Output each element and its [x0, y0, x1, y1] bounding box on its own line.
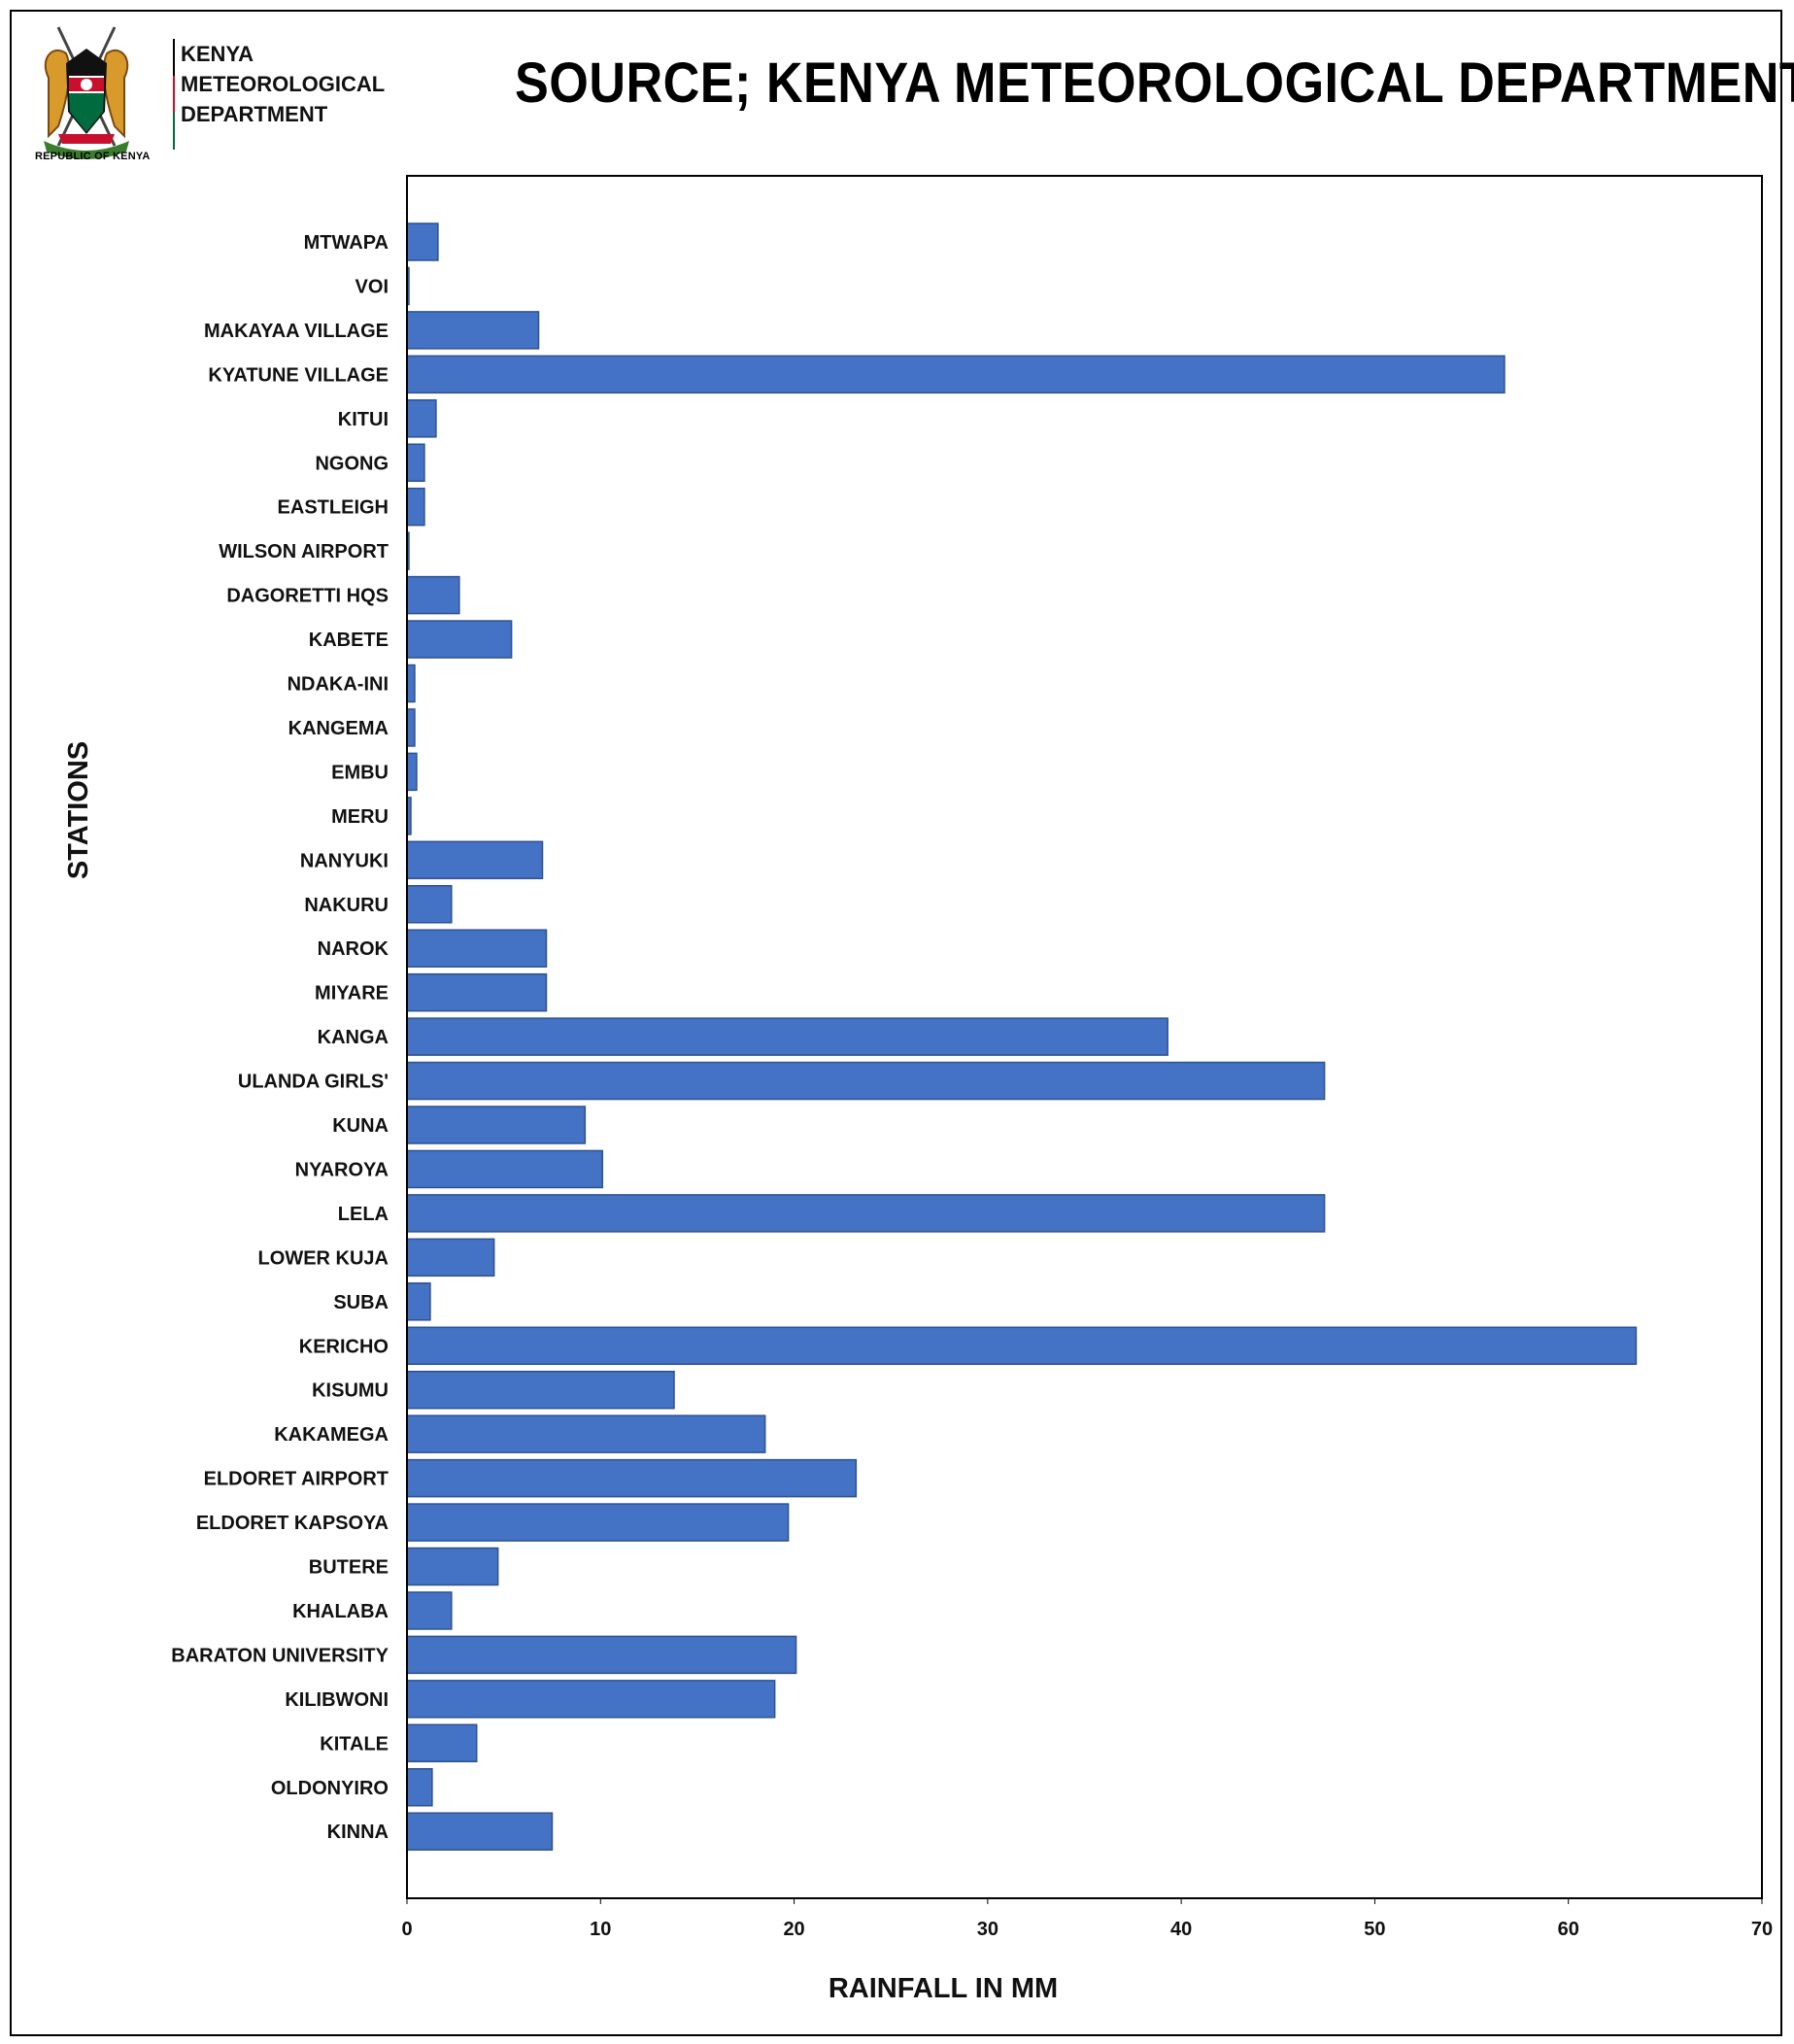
bar-group: [406, 222, 1638, 1851]
bar-kyatune-village: [406, 355, 1506, 394]
category-label: ULANDA GIRLS': [238, 1072, 389, 1093]
bar-kangema: [406, 708, 416, 747]
dept-line-1: KENYA: [181, 42, 254, 66]
category-label: KILIBWONI: [285, 1689, 389, 1711]
category-label: KERICHO: [299, 1336, 389, 1357]
category-label: KITUI: [338, 409, 389, 430]
category-label: KINNA: [327, 1822, 389, 1843]
category-label: LELA: [338, 1204, 389, 1225]
bar-miyare: [406, 972, 548, 1012]
bar-suba: [406, 1282, 431, 1321]
category-label: NAKURU: [304, 895, 389, 916]
bar-eldoret-kapsoya: [406, 1503, 790, 1542]
category-label: MAKAYAA VILLAGE: [204, 321, 389, 342]
figure-frame: [10, 10, 1782, 2036]
bar-butere: [406, 1547, 499, 1586]
bar-kinna: [406, 1812, 554, 1851]
category-label: WILSON AIRPORT: [219, 541, 389, 562]
bar-kisumu: [406, 1370, 675, 1410]
kenya-coat-of-arms-logo: [44, 26, 129, 159]
bar-kilibwoni: [406, 1680, 776, 1719]
category-label: MTWAPA: [304, 232, 389, 254]
category-label: KANGEMA: [288, 718, 389, 739]
bar-baraton-university: [406, 1635, 797, 1675]
category-label: VOI: [355, 276, 389, 297]
category-label: NAROK: [318, 938, 389, 960]
x-tick-label: 60: [1558, 1919, 1579, 1940]
x-tick-label: 40: [1170, 1919, 1192, 1940]
bar-nanyuki: [406, 840, 544, 880]
category-label: NDAKA-INI: [288, 674, 389, 696]
category-label: ELDORET AIRPORT: [204, 1469, 389, 1490]
x-tick-label: 0: [401, 1919, 412, 1940]
category-label: NGONG: [315, 453, 389, 474]
x-tick-group: 0 10 20 30 40 50 60 70: [401, 1898, 1773, 1940]
bar-eastleigh: [406, 487, 425, 527]
category-label: BUTERE: [309, 1557, 389, 1579]
x-tick-label: 20: [783, 1919, 804, 1940]
bar-embu: [406, 752, 418, 792]
bar-lower-kuja: [406, 1238, 495, 1278]
bar-oldonyiro: [406, 1768, 433, 1807]
bar-kitale: [406, 1723, 478, 1763]
category-label: KYATUNE VILLAGE: [208, 364, 389, 386]
bar-lela: [406, 1194, 1326, 1233]
category-label: NANYUKI: [300, 850, 389, 871]
dept-line-3: DEPARTMENT: [181, 102, 328, 126]
logo-caption: REPUBLIC OF KENYA: [35, 151, 151, 162]
category-label: KANGA: [318, 1027, 389, 1048]
bar-kanga: [406, 1017, 1168, 1056]
bar-ngong: [406, 443, 425, 482]
category-label: EMBU: [331, 762, 389, 783]
category-label: MERU: [331, 806, 389, 828]
category-label: NYAROYA: [295, 1159, 389, 1180]
bar-kabete: [406, 620, 513, 659]
category-label: LOWER KUJA: [258, 1247, 389, 1269]
category-label: DAGORETTI HQS: [226, 586, 389, 607]
bar-mtwapa: [406, 222, 439, 261]
bar-narok: [406, 929, 548, 968]
category-label-group: MTWAPA VOI MAKAYAA VILLAGE KYATUNE VILLAGE K…: [171, 232, 389, 1843]
x-tick-label: 50: [1364, 1919, 1385, 1940]
x-axis-title: RAINFALL IN MM: [829, 1973, 1058, 2004]
bar-dagoretti-hqs: [406, 575, 460, 615]
bar-nakuru: [406, 885, 453, 924]
category-label: ELDORET KAPSOYA: [196, 1513, 389, 1534]
category-label: MIYARE: [315, 983, 389, 1005]
category-label: KITALE: [320, 1733, 389, 1754]
dept-line-2: METEOROLOGICAL: [181, 72, 386, 96]
x-tick-label: 10: [590, 1919, 611, 1940]
page-title: SOURCE; KENYA METEOROLOGICAL DEPARTMENT: [515, 51, 1794, 115]
category-label: SUBA: [333, 1292, 389, 1313]
category-label: KAKAMEGA: [274, 1424, 389, 1446]
x-tick-label: 30: [977, 1919, 999, 1940]
department-name-block: KENYA METEOROLOGICAL DEPARTMENT: [173, 39, 386, 150]
bar-kitui: [406, 399, 437, 438]
category-label: KABETE: [309, 630, 389, 651]
category-label: KHALABA: [292, 1601, 389, 1622]
bar-kericho: [406, 1326, 1638, 1365]
bar-ndaka-ini: [406, 664, 416, 703]
x-tick-label: 70: [1751, 1919, 1773, 1940]
category-label: EASTLEIGH: [278, 497, 389, 519]
category-label: OLDONYIRO: [271, 1778, 389, 1799]
bar-nyaroya: [406, 1149, 604, 1189]
y-axis-title: STATIONS: [63, 741, 94, 879]
bar-eldoret-airport: [406, 1458, 858, 1498]
bar-kakamega: [406, 1414, 766, 1453]
bar-makayaa-village: [406, 311, 540, 350]
bar-khalaba: [406, 1591, 453, 1630]
bar-ulanda-girls: [406, 1061, 1326, 1101]
category-label: KUNA: [332, 1115, 389, 1137]
category-label: KISUMU: [312, 1380, 389, 1402]
bar-kuna: [406, 1106, 587, 1144]
category-label: BARATON UNIVERSITY: [171, 1645, 389, 1666]
